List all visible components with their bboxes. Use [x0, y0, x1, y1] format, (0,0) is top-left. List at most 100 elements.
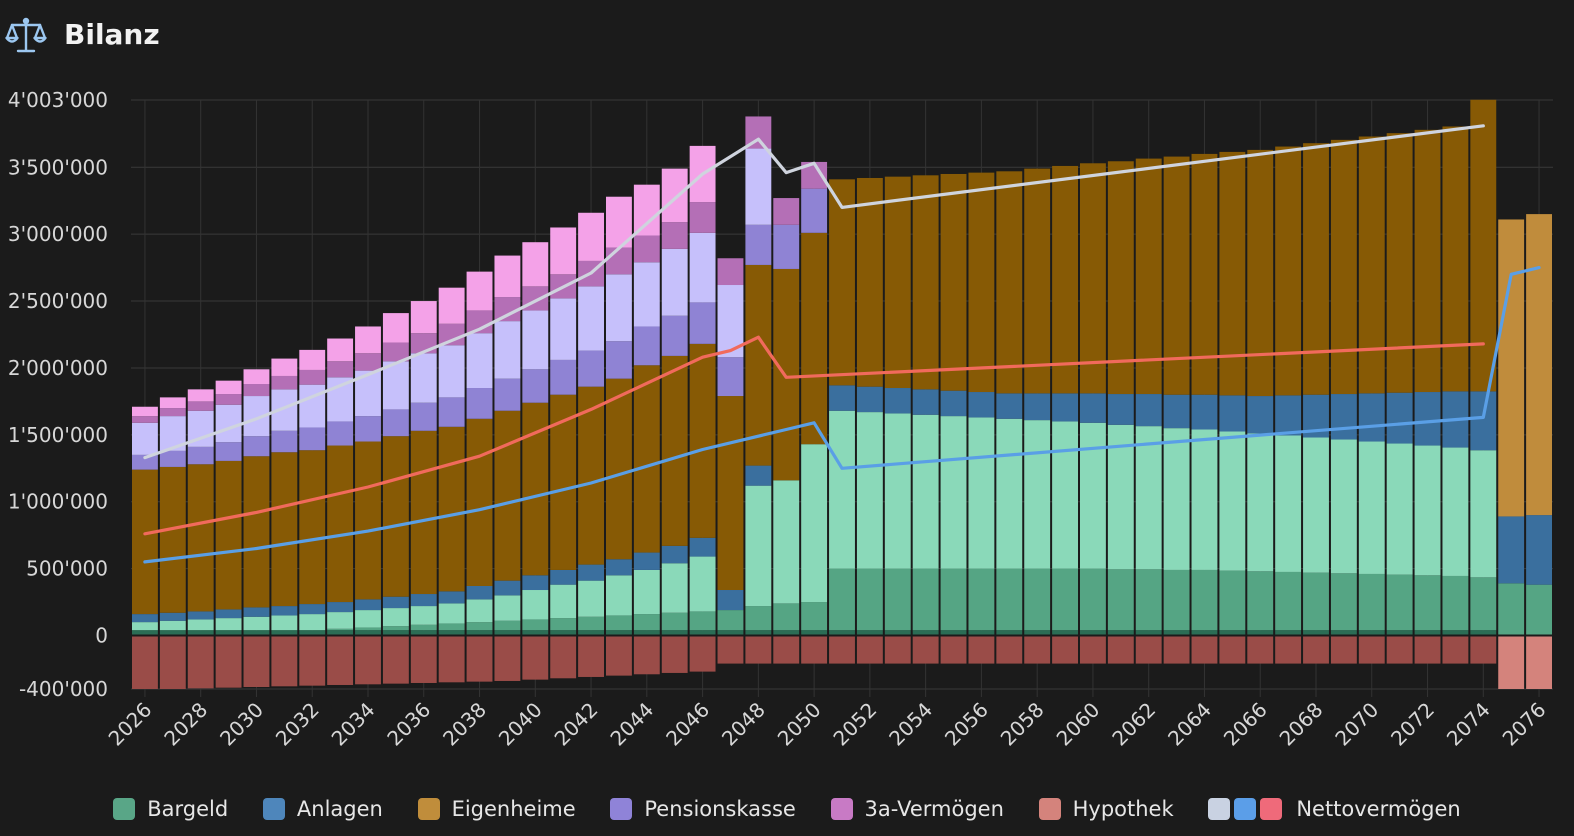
- bar-bargeld_dark[interactable]: [996, 630, 1023, 636]
- bar-bargeld[interactable]: [494, 620, 521, 631]
- bar-hypothek[interactable]: [1219, 635, 1246, 664]
- bar-anlagen[interactable]: [606, 559, 632, 576]
- bar-mint[interactable]: [271, 615, 298, 631]
- bar-hypothek[interactable]: [884, 635, 911, 664]
- bar-hypothek[interactable]: [689, 635, 716, 672]
- bar-eigenheime[interactable]: [912, 175, 939, 390]
- bar-bargeld_dark[interactable]: [661, 630, 688, 636]
- bar-anlagen[interactable]: [1247, 396, 1274, 434]
- bar-3a[interactable]: [355, 353, 381, 371]
- bar-hypothek[interactable]: [132, 635, 158, 689]
- bar-anlagen[interactable]: [1135, 394, 1162, 427]
- bar-mint[interactable]: [438, 603, 465, 624]
- bar-pensionskasse[interactable]: [327, 421, 354, 446]
- bar-bargeld_dark[interactable]: [912, 630, 939, 636]
- bar-anlagen[interactable]: [1275, 395, 1302, 436]
- bar-bargeld_dark[interactable]: [1330, 630, 1357, 636]
- bar-pensionskasse_light[interactable]: [522, 310, 549, 370]
- bar-hypothek[interactable]: [717, 635, 744, 664]
- bar-bargeld_dark[interactable]: [1219, 630, 1246, 636]
- bar-bargeld[interactable]: [717, 610, 744, 631]
- bar-pensionskasse[interactable]: [773, 224, 800, 269]
- bar-3a_light[interactable]: [355, 326, 381, 354]
- bar-bargeld_dark[interactable]: [940, 630, 967, 636]
- bar-mint[interactable]: [633, 569, 660, 615]
- bar-eigenheime[interactable]: [1024, 168, 1051, 394]
- bar-bargeld_dark[interactable]: [1052, 630, 1078, 636]
- bar-anlagen[interactable]: [912, 389, 939, 415]
- legend-item-anlagen[interactable]: Anlagen: [262, 797, 383, 821]
- bar-bargeld_dark[interactable]: [968, 630, 995, 636]
- bar-bargeld_dark[interactable]: [299, 630, 326, 636]
- bar-hypothek[interactable]: [1303, 635, 1329, 664]
- bar-bargeld_dark[interactable]: [606, 630, 632, 636]
- bar-mint[interactable]: [522, 590, 549, 620]
- bar-mint[interactable]: [1107, 424, 1134, 570]
- bar-bargeld_dark[interactable]: [884, 630, 911, 636]
- bar-hypothek[interactable]: [1052, 635, 1078, 664]
- bar-bargeld[interactable]: [745, 606, 772, 631]
- bar-bargeld[interactable]: [1024, 568, 1051, 631]
- bar-eigenheime[interactable]: [299, 450, 326, 605]
- bar-bargeld_dark[interactable]: [1442, 630, 1469, 636]
- bar-hypothek[interactable]: [327, 635, 354, 685]
- bar-anlagen[interactable]: [578, 564, 604, 581]
- bar-hypothek[interactable]: [494, 635, 521, 681]
- bar-bargeld[interactable]: [1219, 570, 1246, 631]
- net-line-0[interactable]: [143, 124, 1485, 460]
- bar-bargeld_dark[interactable]: [1386, 630, 1413, 636]
- bar-bargeld[interactable]: [1163, 569, 1190, 631]
- bar-pensionskasse[interactable]: [271, 430, 298, 453]
- bar-bargeld[interactable]: [829, 568, 855, 631]
- bar-hypothek[interactable]: [1470, 635, 1497, 664]
- bar-bargeld[interactable]: [1498, 583, 1525, 636]
- bar-eigenheime[interactable]: [1275, 146, 1302, 396]
- bar-eigenheime[interactable]: [661, 355, 688, 546]
- bar-3a[interactable]: [606, 247, 632, 275]
- bar-3a_light[interactable]: [299, 349, 326, 370]
- bar-hypothek[interactable]: [243, 635, 270, 687]
- bar-hypothek[interactable]: [1330, 635, 1357, 664]
- bar-anlagen[interactable]: [271, 606, 298, 616]
- bar-bargeld[interactable]: [382, 626, 409, 631]
- bar-bargeld[interactable]: [466, 622, 493, 631]
- bar-bargeld[interactable]: [606, 615, 632, 631]
- bar-mint[interactable]: [299, 614, 326, 631]
- bar-pensionskasse_light[interactable]: [578, 286, 604, 351]
- bar-bargeld_dark[interactable]: [215, 630, 242, 636]
- legend-item-hypothek[interactable]: Hypothek: [1038, 797, 1174, 821]
- bar-3a_light[interactable]: [159, 397, 186, 409]
- bar-anlagen[interactable]: [159, 612, 186, 621]
- bar-mint[interactable]: [1191, 429, 1218, 570]
- bar-3a_light[interactable]: [327, 338, 354, 362]
- bar-eigenheime_light[interactable]: [1526, 214, 1552, 516]
- bar-3a[interactable]: [159, 408, 186, 417]
- bar-mint[interactable]: [968, 417, 995, 569]
- bar-anlagen[interactable]: [633, 552, 660, 570]
- bar-anlagen[interactable]: [996, 393, 1023, 419]
- legend-item-3a-vermoegen[interactable]: 3a-Vermögen: [830, 797, 1004, 821]
- bar-pensionskasse[interactable]: [410, 402, 437, 431]
- bar-mint[interactable]: [606, 575, 632, 616]
- bar-3a_light[interactable]: [578, 212, 604, 261]
- bar-hypothek[interactable]: [661, 635, 688, 673]
- bar-eigenheime[interactable]: [717, 396, 744, 591]
- bar-eigenheime[interactable]: [578, 386, 604, 565]
- bar-mint[interactable]: [1303, 437, 1329, 573]
- bar-bargeld[interactable]: [661, 612, 688, 631]
- bar-bargeld[interactable]: [689, 611, 716, 631]
- bar-bargeld[interactable]: [1052, 568, 1078, 631]
- bar-hypothek[interactable]: [522, 635, 549, 680]
- bar-eigenheime[interactable]: [968, 172, 995, 393]
- bar-anlagen[interactable]: [438, 591, 465, 604]
- bar-3a_light[interactable]: [215, 380, 242, 395]
- bar-3a[interactable]: [187, 401, 214, 411]
- bar-pensionskasse[interactable]: [159, 450, 186, 467]
- bar-3a[interactable]: [299, 369, 326, 385]
- bar-pensionskasse_light[interactable]: [745, 148, 772, 225]
- bar-mint[interactable]: [1163, 428, 1190, 570]
- bar-eigenheime[interactable]: [1470, 99, 1497, 392]
- bar-eigenheime[interactable]: [1386, 133, 1413, 393]
- bar-3a_light[interactable]: [382, 313, 409, 343]
- bar-3a[interactable]: [327, 361, 354, 378]
